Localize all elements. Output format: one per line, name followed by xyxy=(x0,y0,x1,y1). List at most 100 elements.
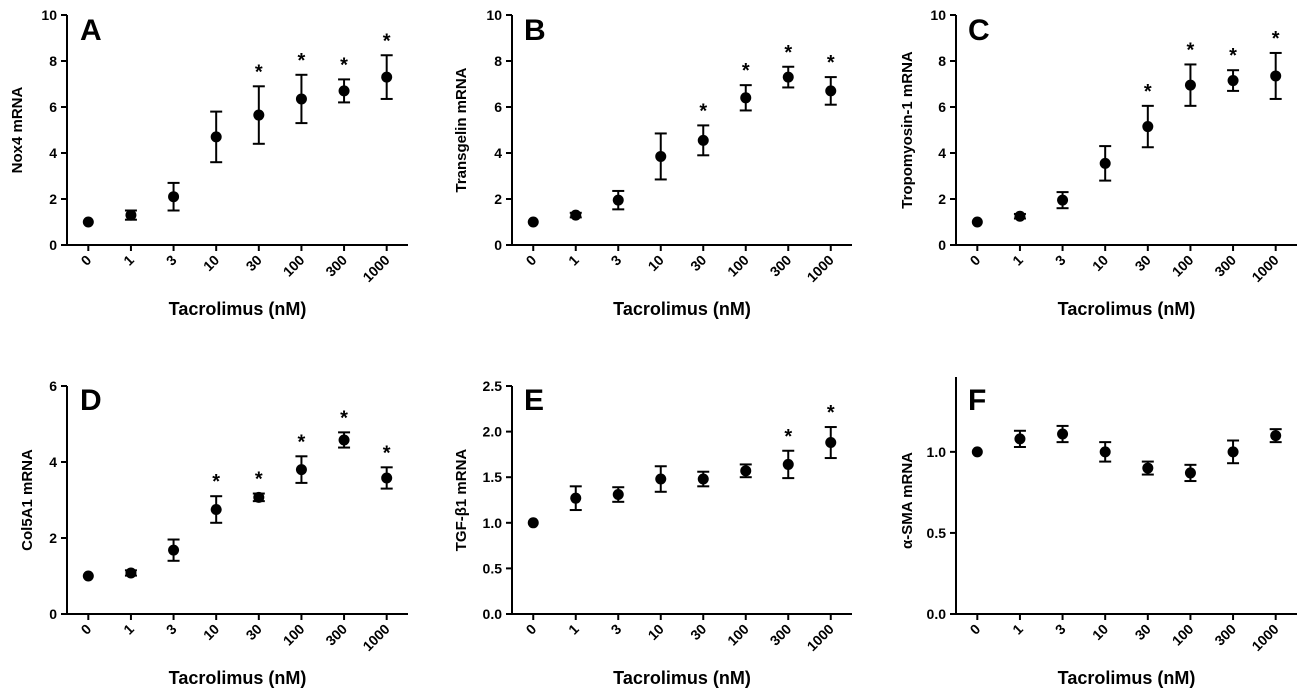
data-point xyxy=(697,473,709,485)
x-tick-label: 10 xyxy=(200,252,222,274)
x-tick-label: 0 xyxy=(967,252,984,269)
data-point xyxy=(782,71,794,83)
x-tick-label: 1000 xyxy=(359,621,392,654)
data-point xyxy=(527,517,539,529)
data-point xyxy=(740,92,752,104)
data-point xyxy=(168,191,180,203)
x-tick-label: 100 xyxy=(280,621,308,649)
data-point xyxy=(338,85,350,97)
x-tick-label: 10 xyxy=(1089,621,1111,643)
y-tick-label: 6 xyxy=(49,378,57,394)
x-tick-label: 300 xyxy=(1211,621,1239,649)
x-tick-label: 10 xyxy=(1089,252,1111,274)
panel-letter: F xyxy=(968,384,986,417)
y-tick-label: 10 xyxy=(930,7,946,23)
data-point xyxy=(168,544,180,556)
x-tick-label: 30 xyxy=(1132,252,1154,274)
panel-letter: B xyxy=(524,14,546,47)
x-tick-label: 1000 xyxy=(1248,621,1281,654)
data-point xyxy=(740,465,752,477)
y-tick-label: 2 xyxy=(494,191,502,207)
significance-star: * xyxy=(255,61,263,83)
data-point xyxy=(1014,210,1026,222)
data-point xyxy=(1227,446,1239,458)
data-point xyxy=(82,216,94,228)
y-tick-label: 4 xyxy=(49,454,57,470)
data-point xyxy=(82,570,94,582)
x-tick-label: 1 xyxy=(565,252,582,269)
significance-star: * xyxy=(827,402,835,424)
y-tick-label: 0 xyxy=(49,237,57,253)
y-tick-label: 4 xyxy=(494,145,502,161)
x-tick-label: 3 xyxy=(163,252,180,269)
data-point xyxy=(782,458,794,470)
x-tick-label: 1000 xyxy=(359,252,392,285)
x-axis-label: Tacrolimus (nM) xyxy=(169,299,307,319)
significance-star: * xyxy=(255,469,263,491)
x-tick-label: 1 xyxy=(1009,621,1026,638)
data-point xyxy=(125,567,137,579)
y-tick-label: 0.5 xyxy=(483,560,503,576)
data-point xyxy=(1057,194,1069,206)
panel-letter: E xyxy=(524,384,544,417)
x-tick-label: 1000 xyxy=(1248,252,1281,285)
data-point xyxy=(971,216,983,228)
x-tick-label: 30 xyxy=(243,252,265,274)
y-tick-label: 8 xyxy=(494,53,502,69)
significance-star: * xyxy=(784,42,792,64)
x-tick-label: 100 xyxy=(724,621,752,649)
significance-star: * xyxy=(298,50,306,72)
data-point xyxy=(825,437,837,449)
data-point xyxy=(1270,430,1282,442)
significance-star: * xyxy=(340,54,348,76)
significance-star: * xyxy=(298,431,306,453)
y-axis-label: Col5A1 mRNA xyxy=(19,449,36,551)
y-axis-label: Nox4 mRNA xyxy=(9,86,26,173)
y-tick-label: 10 xyxy=(41,7,57,23)
data-point xyxy=(381,71,393,83)
x-tick-label: 30 xyxy=(687,621,709,643)
x-tick-label: 1 xyxy=(565,621,582,638)
data-point xyxy=(295,93,307,105)
panel-letter: D xyxy=(80,384,102,417)
y-tick-label: 6 xyxy=(494,99,502,115)
significance-star: * xyxy=(699,100,707,122)
significance-star: * xyxy=(1272,28,1280,50)
x-tick-label: 100 xyxy=(280,252,308,280)
x-axis-label: Tacrolimus (nM) xyxy=(613,299,751,319)
y-tick-label: 2.5 xyxy=(483,378,503,394)
y-tick-label: 0.5 xyxy=(927,525,947,541)
data-point xyxy=(125,209,137,221)
y-tick-label: 6 xyxy=(938,99,946,115)
x-tick-label: 10 xyxy=(645,252,667,274)
x-tick-label: 10 xyxy=(200,621,222,643)
data-point xyxy=(655,473,667,485)
x-tick-label: 300 xyxy=(1211,252,1239,280)
y-tick-label: 1.0 xyxy=(483,515,503,531)
data-point xyxy=(1142,462,1154,474)
x-tick-label: 1 xyxy=(120,252,137,269)
data-point xyxy=(612,194,624,206)
x-tick-label: 300 xyxy=(322,252,350,280)
data-point xyxy=(1142,121,1154,133)
y-axis-label: Tropomyosin-1 mRNA xyxy=(899,51,916,209)
y-tick-label: 1.5 xyxy=(483,469,503,485)
panel-letter: C xyxy=(968,14,990,47)
y-tick-label: 0.0 xyxy=(927,606,947,622)
y-tick-label: 0 xyxy=(49,606,57,622)
data-point xyxy=(655,150,667,162)
significance-star: * xyxy=(742,60,750,82)
data-point xyxy=(253,109,265,121)
x-tick-label: 0 xyxy=(78,252,95,269)
x-tick-label: 30 xyxy=(687,252,709,274)
x-tick-label: 3 xyxy=(1052,252,1069,269)
significance-star: * xyxy=(1187,39,1195,61)
significance-star: * xyxy=(340,407,348,429)
y-tick-label: 4 xyxy=(49,145,57,161)
y-tick-label: 2 xyxy=(49,530,57,546)
x-tick-label: 0 xyxy=(967,621,984,638)
data-point xyxy=(825,85,837,97)
significance-star: * xyxy=(1144,81,1152,103)
y-tick-label: 0 xyxy=(494,237,502,253)
